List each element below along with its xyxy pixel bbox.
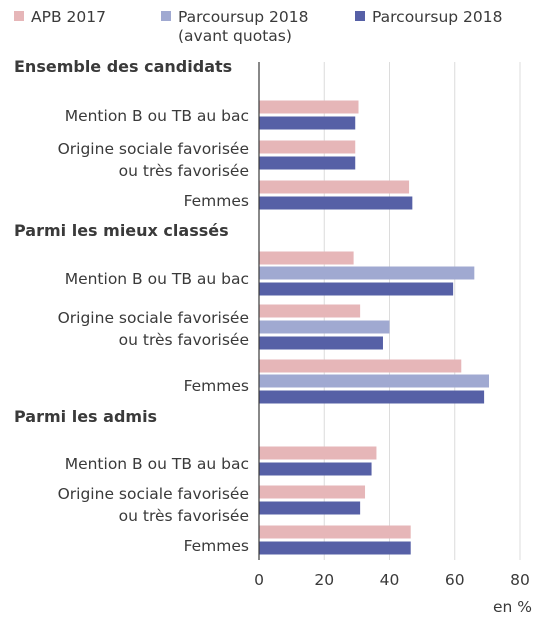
- legend-label-parcoursup-2018: Parcoursup 2018: [372, 8, 503, 26]
- category-label-femmes: Femmes: [184, 537, 249, 555]
- legend-label-apb-2017: APB 2017: [31, 8, 106, 26]
- bar-parmi-les-mieux-classes-mention-b-ou-tb-au-bac-s0: [259, 251, 354, 265]
- category-label-origine-sociale-favorisee-ou-tres-favorisee: Origine sociale favorisée: [58, 140, 249, 158]
- legend-label-parcoursup-avant-quotas: Parcoursup 2018: [178, 8, 309, 26]
- legend-sublabel-avant-quotas: (avant quotas): [178, 27, 292, 45]
- category-label-origine-sociale-favorisee-ou-tres-favorisee: Origine sociale favorisée: [58, 485, 249, 503]
- category-label-origine-sociale-favorisee-ou-tres-favorisee: ou très favorisée: [119, 507, 249, 525]
- group-title-parmi-les-admis: Parmi les admis: [14, 407, 157, 426]
- bar-parmi-les-mieux-classes-origine-sociale-favorisee-s0: [259, 304, 361, 318]
- bar-ensemble-des-candidats-mention-b-ou-tb-au-bac-s2: [259, 116, 356, 130]
- bar-parmi-les-mieux-classes-femmes-s0: [259, 359, 462, 373]
- bar-ensemble-des-candidats-origine-sociale-favorisee-s0: [259, 140, 356, 154]
- group-title-parmi-les-mieux-classes: Parmi les mieux classés: [14, 221, 229, 240]
- legend-item-apb-2017: APB 2017: [14, 8, 106, 27]
- bar-parmi-les-mieux-classes-origine-sociale-favorisee-s2: [259, 336, 383, 350]
- bar-parmi-les-mieux-classes-origine-sociale-favorisee-s1: [259, 320, 390, 334]
- bar-parmi-les-admis-mention-b-ou-tb-au-bac-s2: [259, 462, 372, 476]
- bar-ensemble-des-candidats-mention-b-ou-tb-au-bac-s0: [259, 100, 359, 114]
- category-label-origine-sociale-favorisee-ou-tres-favorisee: ou très favorisée: [119, 331, 249, 349]
- category-label-mention-b-ou-tb-au-bac: Mention B ou TB au bac: [65, 455, 249, 473]
- bar-parmi-les-admis-origine-sociale-favorisee-s2: [259, 501, 361, 515]
- category-label-mention-b-ou-tb-au-bac: Mention B ou TB au bac: [65, 107, 249, 125]
- bar-ensemble-des-candidats-femmes-s0: [259, 180, 410, 194]
- x-tick-label-60: 60: [445, 571, 465, 589]
- category-label-origine-sociale-favorisee-ou-tres-favorisee: ou très favorisée: [119, 162, 249, 180]
- legend-item-parcoursup-avant-quotas: Parcoursup 2018 (avant quotas): [161, 8, 309, 46]
- x-tick-label-0: 0: [254, 571, 264, 589]
- x-tick-label-80: 80: [510, 571, 530, 589]
- bar-parmi-les-mieux-classes-femmes-s2: [259, 390, 485, 404]
- bar-ensemble-des-candidats-origine-sociale-favorisee-s2: [259, 156, 356, 170]
- legend-item-parcoursup-2018: Parcoursup 2018: [355, 8, 503, 27]
- x-tick-label-20: 20: [314, 571, 334, 589]
- group-title-ensemble-des-candidats: Ensemble des candidats: [14, 57, 232, 76]
- category-label-femmes: Femmes: [184, 192, 249, 210]
- bar-parmi-les-mieux-classes-femmes-s1: [259, 374, 490, 388]
- legend-swatch-parcoursup-2018: [355, 11, 365, 21]
- bar-parmi-les-mieux-classes-mention-b-ou-tb-au-bac-s1: [259, 266, 475, 280]
- bar-parmi-les-admis-mention-b-ou-tb-au-bac-s0: [259, 446, 377, 460]
- category-label-mention-b-ou-tb-au-bac: Mention B ou TB au bac: [65, 270, 249, 288]
- bar-parmi-les-admis-origine-sociale-favorisee-s0: [259, 485, 366, 499]
- bar-parmi-les-admis-femmes-s2: [259, 541, 411, 555]
- legend-swatch-apb-2017: [14, 11, 24, 21]
- bar-parmi-les-mieux-classes-mention-b-ou-tb-au-bac-s2: [259, 282, 454, 296]
- category-label-femmes: Femmes: [184, 377, 249, 395]
- x-tick-label-40: 40: [380, 571, 400, 589]
- bar-parmi-les-admis-femmes-s0: [259, 525, 411, 539]
- bar-ensemble-des-candidats-femmes-s2: [259, 196, 413, 210]
- x-axis-unit-label: en %: [493, 598, 532, 616]
- legend-swatch-parcoursup-avant-quotas: [161, 11, 171, 21]
- category-label-origine-sociale-favorisee-ou-tres-favorisee: Origine sociale favorisée: [58, 309, 249, 327]
